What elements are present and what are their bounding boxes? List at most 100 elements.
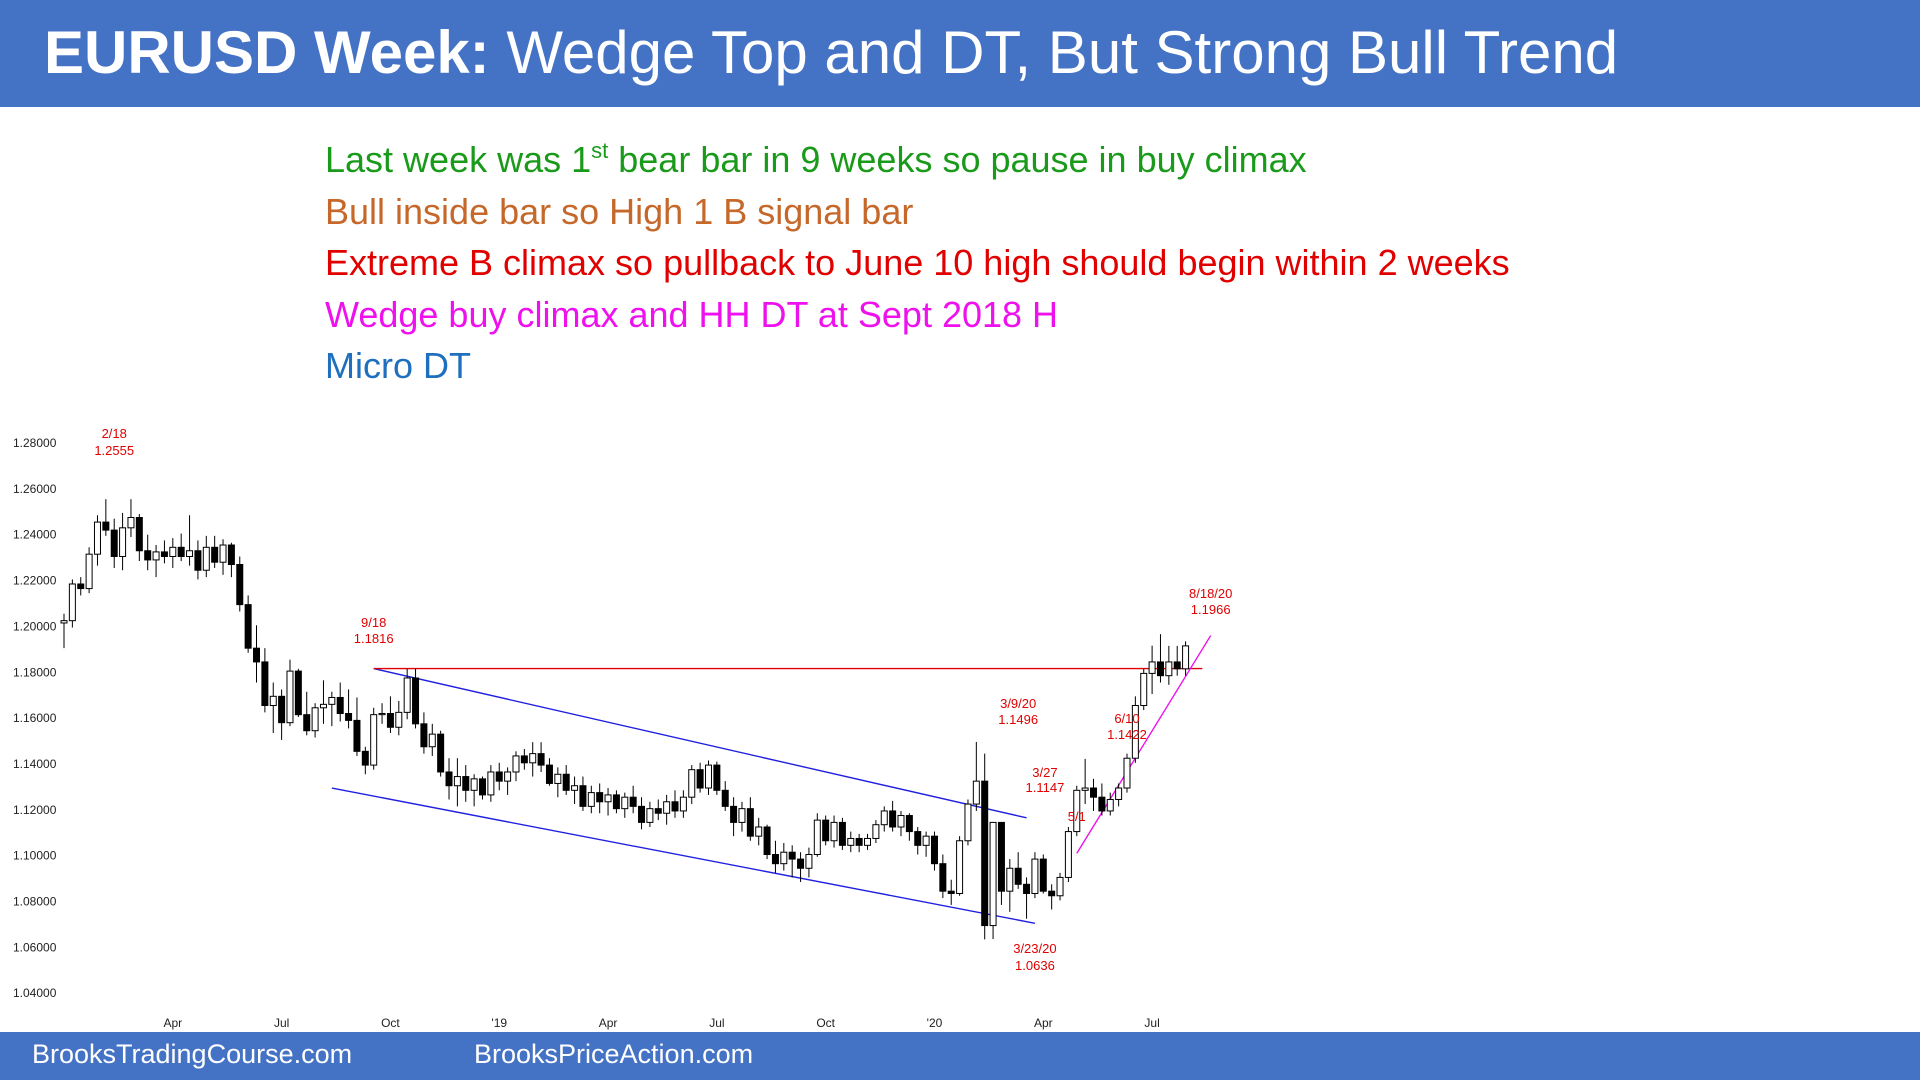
footer: BrooksTradingCourse.com BrooksPriceActio… — [0, 1032, 1920, 1080]
candle-body-bull — [319, 703, 327, 709]
candle — [420, 712, 428, 754]
candle-body-bear — [596, 792, 604, 803]
candle-body-bull — [872, 824, 880, 839]
candle-body-bear — [771, 854, 779, 865]
y-tick-label: 1.20000 — [13, 619, 57, 633]
channel-top-line — [373, 667, 1027, 819]
candle — [428, 723, 436, 756]
candle-body-bear — [629, 796, 637, 807]
candle — [1014, 852, 1022, 889]
candle-body-bull — [169, 546, 177, 557]
candle-body-bull — [186, 550, 194, 557]
x-tick-label: Jul — [709, 1016, 724, 1030]
annotation-price: 1.1966 — [1191, 602, 1231, 617]
candle-body-bear — [437, 733, 445, 773]
candle — [671, 790, 679, 818]
candle — [378, 703, 386, 724]
candle — [1064, 826, 1072, 883]
candle-body-bull — [119, 527, 127, 557]
candle-body-bull — [587, 792, 595, 807]
candle-body-bear — [696, 769, 704, 789]
footer-left-link[interactable]: BrooksTradingCourse.com — [32, 1039, 353, 1069]
candle-body-bear — [713, 764, 721, 791]
candle-body-bear — [788, 851, 796, 860]
x-tick-label: Oct — [816, 1016, 835, 1030]
candle — [303, 691, 311, 736]
candle — [102, 499, 110, 536]
candle-body-bull — [571, 785, 579, 791]
y-tick-label: 1.16000 — [13, 711, 57, 725]
candle — [202, 535, 210, 578]
candle — [169, 538, 177, 568]
candle — [788, 845, 796, 878]
candle-body-bear — [1156, 661, 1164, 677]
candle-body-bull — [621, 796, 629, 810]
candle-body-bear — [495, 771, 503, 782]
candle-body-bull — [688, 769, 696, 798]
y-tick-label: 1.18000 — [13, 665, 57, 679]
note-4: Wedge buy climax and HH DT at Sept 2018 … — [325, 293, 1059, 335]
candle-body-bear — [462, 776, 470, 791]
candle-body-bull — [1115, 787, 1123, 800]
footer-right-link[interactable]: BrooksPriceAction.com — [474, 1039, 754, 1069]
candle — [646, 801, 654, 827]
candle-body-bear — [1039, 858, 1047, 892]
candle-body-bull — [554, 773, 562, 784]
candle-body-bull — [470, 778, 478, 791]
candle — [956, 836, 964, 896]
candle — [462, 765, 470, 802]
annotation-date: 5/1 — [1068, 809, 1086, 824]
title-bar: EURUSD Week: Wedge Top and DT, But Stron… — [0, 0, 1920, 107]
candle-body-bear — [838, 821, 846, 846]
x-tick-label: '19 — [491, 1016, 507, 1030]
annotation-price: 1.1816 — [354, 631, 394, 646]
candle — [160, 540, 168, 564]
candle-body-bull — [127, 517, 135, 529]
title-rest: Wedge Top and DT, But Strong Bull Trend — [489, 19, 1619, 86]
candle-body-bear — [797, 858, 805, 869]
note-1-after: bear bar in 9 weeks so pause in buy clim… — [608, 139, 1307, 180]
note-2: Bull inside bar so High 1 B signal bar — [325, 190, 914, 232]
title-bold: EURUSD Week: — [44, 19, 490, 86]
candle-body-bull — [504, 771, 512, 782]
annotation-date: 9/18 — [361, 615, 386, 630]
candle — [1165, 645, 1173, 685]
candle — [453, 758, 461, 807]
note-1-text: Last week was 1 — [325, 139, 592, 180]
candle-body-bear — [1014, 867, 1022, 885]
candle-body-bear — [479, 778, 486, 796]
candle-body-bear — [537, 753, 545, 766]
candle — [1090, 778, 1098, 811]
candle-body-bear — [177, 546, 185, 557]
candle — [504, 767, 512, 795]
candle — [110, 518, 118, 568]
candle-body-bear — [579, 785, 587, 807]
candle-body-bear — [562, 773, 570, 791]
candle — [596, 783, 604, 814]
candle-body-bull — [152, 551, 160, 561]
candle — [269, 682, 277, 734]
candle-body-bull — [847, 837, 855, 846]
y-tick-label: 1.06000 — [13, 940, 57, 954]
candle — [763, 824, 771, 860]
candle-body-bull — [663, 801, 671, 814]
candle-body-bull — [202, 546, 210, 571]
candle-body-bull — [311, 707, 319, 732]
candle-body-bear — [1090, 787, 1098, 798]
candle — [688, 765, 696, 805]
candle-body-bear — [227, 544, 235, 566]
candle-body-bear — [303, 714, 311, 732]
candle — [813, 813, 821, 857]
candle — [520, 749, 528, 770]
candle — [562, 765, 570, 795]
candle-body-bull — [403, 677, 411, 713]
candle-body-bull — [1165, 661, 1173, 677]
candle — [353, 697, 361, 756]
candle — [119, 512, 127, 571]
candle — [704, 760, 712, 795]
annotation-date: 3/9/20 — [1000, 696, 1036, 711]
candle — [77, 577, 85, 596]
annotation-price: 1.1147 — [1026, 780, 1065, 795]
annotation-price: 1.0636 — [1015, 958, 1055, 973]
annotation-date: 2/18 — [102, 426, 127, 441]
